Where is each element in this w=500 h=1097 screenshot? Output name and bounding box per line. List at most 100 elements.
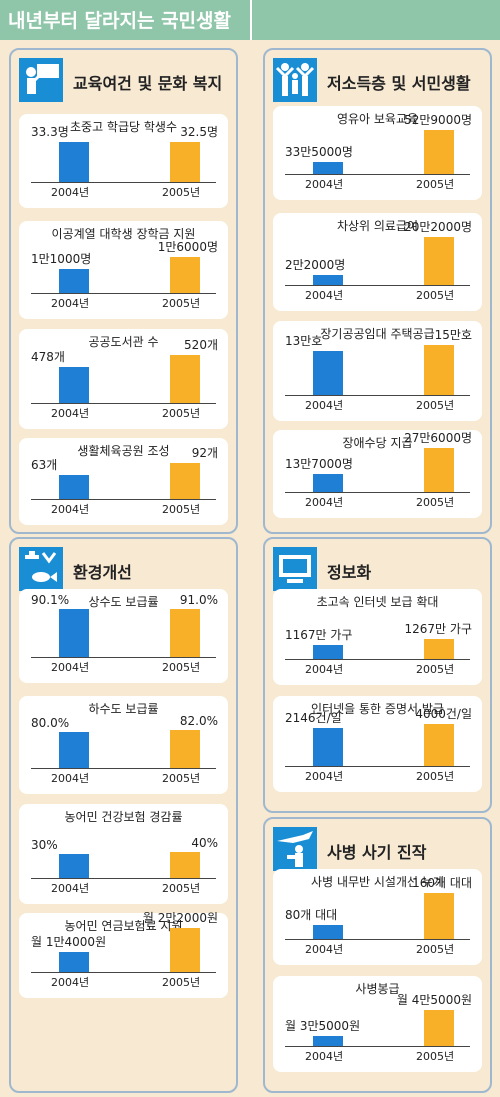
chart-title: 생활체육공원 조성 [77, 444, 170, 458]
bar-2004 [59, 269, 89, 293]
year-label-2004: 2004년 [51, 882, 90, 895]
value-label-2004: 478개 [31, 350, 65, 364]
year-label-2004: 2004년 [305, 399, 344, 412]
bar-2005 [424, 448, 454, 492]
year-label-2005: 2005년 [162, 976, 201, 989]
section-title: 교육여건 및 문화 복지 [73, 74, 223, 93]
year-label-2005: 2005년 [162, 503, 201, 516]
chart-title: 하수도 보급률 [88, 702, 159, 716]
bar-2004 [59, 475, 89, 499]
chart-card: 공공도서관 수 478개 2004년 520개 2005년 [19, 329, 228, 429]
baseline [31, 293, 216, 294]
baseline [31, 768, 216, 769]
year-label-2004: 2004년 [305, 663, 344, 676]
computer-icon [273, 547, 317, 591]
year-label-2004: 2004년 [51, 976, 90, 989]
value-label-2005: 40% [191, 836, 218, 850]
chart-title: 사병봉급 [355, 982, 400, 996]
chart-title: 영유아 보육교육 [336, 112, 419, 126]
chart-card: 상수도 보급률 90.1% 2004년 91.0% 2005년 [19, 589, 228, 683]
water-fish-icon [19, 547, 63, 591]
section-title: 환경개선 [73, 563, 132, 582]
value-label-2004: 90.1% [31, 593, 70, 607]
baseline [285, 659, 470, 660]
value-label-2005: 월 4만5000원 [396, 993, 472, 1007]
section-title: 사병 사기 진작 [327, 843, 427, 862]
chart-card: 농어민 연금보험료 지원 월 1만4000원 2004년 월 2만2000원 2005년 [19, 911, 228, 998]
baseline [31, 499, 216, 500]
chart-card: 하수도 보급률 80.0% 2004년 82.0% 2005년 [19, 696, 228, 794]
year-label-2005: 2005년 [416, 770, 455, 783]
page-title: 내년부터 달라지는 국민생활 [8, 10, 231, 32]
baseline [31, 657, 216, 658]
year-label-2005: 2005년 [416, 289, 455, 302]
value-label-2004: 63개 [31, 458, 58, 472]
bar-2005 [424, 724, 454, 766]
chart-title: 농어민 건강보험 경감률 [64, 810, 183, 824]
value-label-2005: 52만9000명 [404, 113, 472, 127]
chart-card: 차상위 의료급여 2만2000명 2004년 20만2000명 2005년 [273, 213, 482, 311]
chart-title: 상수도 보급률 [88, 595, 159, 609]
bar-2005 [170, 928, 200, 972]
year-label-2005: 2005년 [162, 772, 201, 785]
chart-title: 장애수당 지급 [342, 436, 413, 450]
section-title: 정보화 [327, 563, 372, 582]
chart-title: 초중고 학급당 학생수 [70, 120, 177, 134]
year-label-2004: 2004년 [51, 297, 90, 310]
chart-card: 장기공공임대 주택공급 13만호 2004년 15만호 2005년 [273, 321, 482, 421]
bar-2005 [170, 355, 200, 403]
value-label-2005: 27만6000명 [404, 431, 472, 445]
value-label-2004: 13만호 [285, 334, 323, 348]
chart-card: 초중고 학급당 학생수 33.3명 2004년 32.5명 2005년 [19, 114, 228, 208]
year-label-2005: 2005년 [416, 663, 455, 676]
value-label-2005: 1267만 가구 [404, 622, 472, 636]
section-header: 환경개선 [19, 547, 228, 591]
bar-2005 [424, 893, 454, 939]
year-label-2005: 2005년 [416, 399, 455, 412]
chart-card: 생활체육공원 조성 63개 2004년 92개 2005년 [19, 438, 228, 525]
section-title: 저소득층 및 서민생활 [327, 74, 471, 93]
chart-card: 영유아 보육교육 33만5000명 2004년 52만9000명 2005년 [273, 106, 482, 200]
value-label-2005: 4000건/일 [415, 707, 472, 721]
bar-2004 [313, 925, 343, 939]
value-label-2005: 월 2만2000원 [142, 911, 218, 925]
baseline [285, 766, 470, 767]
value-label-2004: 2만2000명 [285, 258, 346, 272]
year-label-2005: 2005년 [162, 661, 201, 674]
year-label-2005: 2005년 [416, 496, 455, 509]
value-label-2005: 160개 대대 [412, 876, 472, 890]
bar-2005 [170, 852, 200, 878]
year-label-2004: 2004년 [305, 1050, 344, 1063]
baseline [285, 285, 470, 286]
year-label-2005: 2005년 [416, 943, 455, 956]
year-label-2004: 2004년 [305, 770, 344, 783]
value-label-2005: 15만호 [434, 328, 472, 342]
year-label-2005: 2005년 [416, 1050, 455, 1063]
chart-title: 초고속 인터넷 보급 확대 [316, 595, 439, 609]
value-label-2005: 91.0% [179, 593, 218, 607]
baseline [31, 878, 216, 879]
bar-2004 [59, 952, 89, 972]
value-label-2004: 1만1000명 [31, 252, 92, 266]
bar-2005 [170, 463, 200, 499]
chart-card: 사병봉급 월 3만5000원 2004년 월 4만5000원 2005년 [273, 976, 482, 1072]
year-label-2005: 2005년 [162, 407, 201, 420]
year-label-2004: 2004년 [51, 503, 90, 516]
year-label-2005: 2005년 [162, 297, 201, 310]
section-2: 환경개선 상수도 보급률 90.1% 2004년 91.0% 2005년 하수도 보급률 80… [9, 537, 238, 1093]
value-label-2005: 20만2000명 [404, 220, 472, 234]
year-label-2004: 2004년 [305, 289, 344, 302]
year-label-2004: 2004년 [305, 943, 344, 956]
year-label-2004: 2004년 [305, 496, 344, 509]
chart-title: 공공도서관 수 [88, 335, 159, 349]
chart-card: 인터넷을 통한 증명서 발급 2146건/일 2004년 4000건/일 2005년 [273, 696, 482, 792]
baseline [285, 174, 470, 175]
value-label-2004: 1167만 가구 [285, 628, 353, 642]
bar-2005 [424, 237, 454, 285]
bar-2004 [313, 1036, 343, 1046]
chart-title: 차상위 의료급여 [336, 219, 419, 233]
bar-2005 [170, 609, 200, 657]
bar-2004 [59, 367, 89, 403]
year-label-2004: 2004년 [51, 407, 90, 420]
